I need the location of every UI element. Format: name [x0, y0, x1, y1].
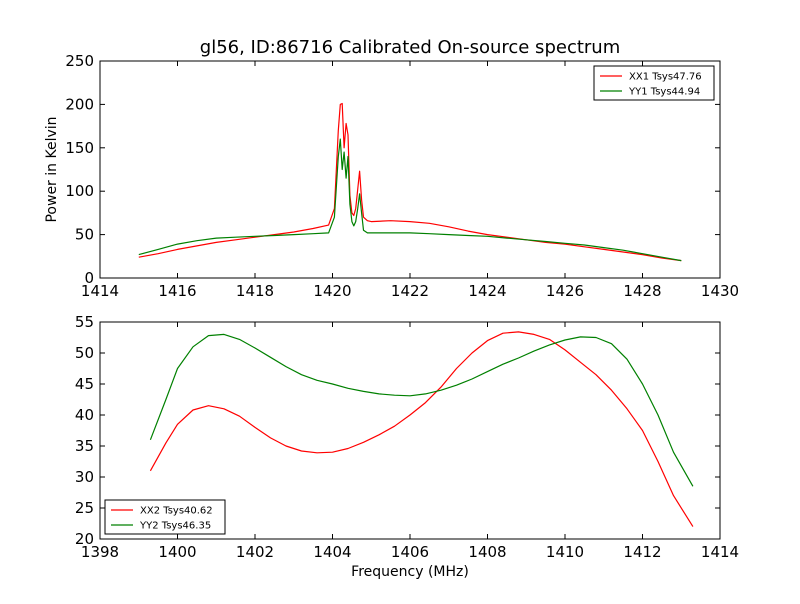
x-tick-label: 1412: [623, 543, 661, 561]
legend: XX2 Tsys40.62 YY2 Tsys46.35: [104, 499, 226, 535]
figure-title: gl56, ID:86716 Calibrated On-source spec…: [200, 37, 620, 58]
legend: XX1 Tsys47.76 YY1 Tsys44.94: [593, 65, 715, 101]
series-line-2: [149, 333, 694, 487]
y-tick-label: 20: [75, 530, 94, 548]
x-tick-label: 1430: [701, 282, 739, 300]
x-axis-label: Frequency (MHz): [351, 564, 469, 580]
series-line-1: [138, 102, 682, 262]
y-tick-label: 30: [75, 468, 94, 486]
x-tick-label: 1426: [546, 282, 584, 300]
plot-panel-1: 1414 1416 1418 1420 1422 1424 1426 1428 1430 0 50 1…: [44, 52, 739, 300]
plot-panel-2: 1398 1400 1402 1404 1406 1408 1410 1412 1414 20 25…: [75, 313, 739, 580]
series-line-2: [138, 138, 682, 262]
x-tick-label: 1408: [468, 543, 506, 561]
x-tick-label: 1428: [623, 282, 661, 300]
y-tick-label: 35: [75, 437, 94, 455]
x-tick-label: 1418: [236, 282, 274, 300]
x-tick-label: 1400: [158, 543, 196, 561]
x-tick-label: 1420: [313, 282, 351, 300]
y-tick-label: 200: [65, 95, 94, 113]
x-tick-label: 1398: [81, 543, 119, 561]
legend-entry: YY2 Tsys46.35: [139, 521, 211, 532]
x-tick-label: 1410: [546, 543, 584, 561]
x-tick-label: 1406: [391, 543, 429, 561]
y-tick-label: 150: [65, 139, 94, 157]
x-tick-label: 1402: [236, 543, 274, 561]
legend-entry: XX1 Tsys47.76: [629, 72, 702, 83]
y-tick-label: 100: [65, 182, 94, 200]
y-tick-label: 0: [84, 269, 94, 287]
y-axis-label: Power in Kelvin: [44, 116, 60, 222]
legend-entry: XX2 Tsys40.62: [140, 506, 213, 517]
x-tick-label: 1424: [468, 282, 506, 300]
y-tick-label: 25: [75, 499, 94, 517]
y-tick-label: 55: [75, 313, 94, 331]
legend-box: [104, 499, 226, 535]
x-tick-label: 1416: [158, 282, 196, 300]
x-tick-label: 1422: [391, 282, 429, 300]
legend-box: [593, 65, 715, 101]
y-tick-label: 45: [75, 375, 94, 393]
y-tick-label: 40: [75, 406, 94, 424]
x-tick-label: 1414: [81, 282, 119, 300]
y-tick-label: 250: [65, 52, 94, 70]
y-tick-label: 50: [75, 344, 94, 362]
legend-entry: YY1 Tsys44.94: [628, 87, 700, 98]
series-line-1: [149, 331, 694, 527]
x-tick-label: 1414: [701, 543, 739, 561]
x-tick-label: 1404: [313, 543, 351, 561]
y-tick-label: 50: [75, 226, 94, 244]
